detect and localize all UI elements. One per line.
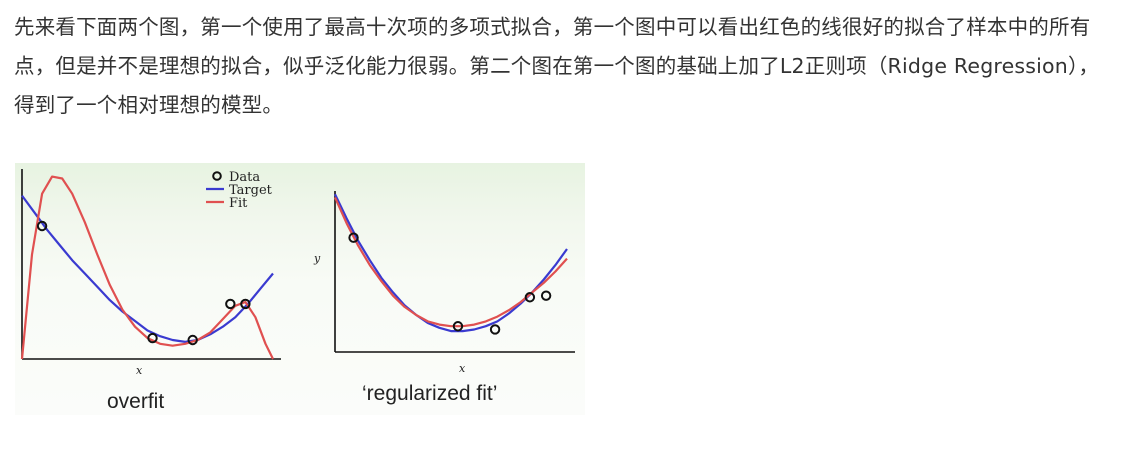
chart1-xlabel: x (136, 364, 143, 377)
chart1-data-point-3 (187, 334, 198, 346)
chart1-legend-data-label: Data (229, 170, 260, 185)
chart2-data-point-1 (348, 232, 359, 243)
chart1-data-point-4 (225, 298, 236, 310)
chart2-data-point-3 (489, 324, 501, 335)
chart2-data-point-5 (540, 290, 552, 301)
chart1-legend-target-label: Target (229, 183, 273, 198)
comparison-figure: Data Target Fit x overfit y x ‘regularized… (15, 163, 585, 415)
chart1-series-target-line (21, 194, 274, 343)
chart1-data-point-1 (36, 220, 48, 232)
chart2-ylabel: y (314, 252, 321, 265)
chart2-series-target-line (334, 193, 568, 333)
chart1-data-point-5 (240, 298, 251, 310)
body-paragraph: 先来看下面两个图，第一个使用了最高十次项的多项式拟合，第一个图中可以看出红色的线… (14, 15, 1100, 117)
chart1-caption: overfit (107, 390, 165, 413)
chart2-series-fit-line (333, 196, 568, 328)
chart2-data-point-2 (452, 321, 464, 332)
chart2-xlabel: x (459, 362, 466, 375)
chart1-legend-data-marker (212, 171, 222, 181)
chart1-legend-fit-label: Fit (229, 196, 248, 211)
chart2-caption: ‘regularized fit’ (362, 382, 498, 405)
chart2-data-point-4 (524, 292, 536, 303)
chart1-data-point-2 (147, 332, 158, 344)
